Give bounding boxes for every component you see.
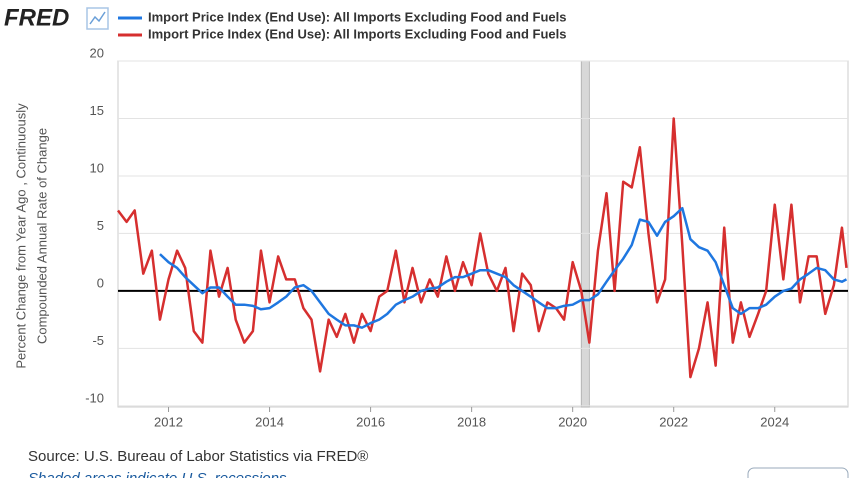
y-tick-label: 5 xyxy=(97,218,104,233)
series-line xyxy=(159,206,848,329)
x-tick-label: 2014 xyxy=(255,414,284,429)
series-line xyxy=(116,117,848,379)
y-tick-label: 0 xyxy=(97,275,104,290)
y-tick-label: -10 xyxy=(85,390,104,405)
button[interactable] xyxy=(747,467,849,478)
plot-area xyxy=(117,60,849,408)
y-axis-label: Compounded Annual Rate of Change xyxy=(34,128,49,344)
logo-icon xyxy=(86,7,109,30)
recession-shade xyxy=(580,60,590,408)
x-tick-label: 2022 xyxy=(659,414,688,429)
logo: FRED xyxy=(4,4,69,31)
y-tick-label: 20 xyxy=(90,45,104,60)
y-axis-label: Percent Change from Year Ago , Continuou… xyxy=(13,103,28,369)
legend-label: Import Price Index (End Use): All Import… xyxy=(148,9,566,24)
source: Source: U.S. Bureau of Labor Statistics … xyxy=(28,448,368,465)
x-tick-label: 2020 xyxy=(558,414,587,429)
y-tick-label: 10 xyxy=(90,160,104,175)
x-tick-label: 2016 xyxy=(356,414,385,429)
x-tick-label: 2018 xyxy=(457,414,486,429)
x-tick-label: 2024 xyxy=(760,414,789,429)
recession-note[interactable]: Shaded areas indicate U.S. recessions. xyxy=(28,470,291,478)
y-tick-label: 15 xyxy=(90,103,104,118)
legend-label: Import Price Index (End Use): All Import… xyxy=(148,26,566,41)
x-tick-label: 2012 xyxy=(154,414,183,429)
y-tick-label: -5 xyxy=(92,333,104,348)
